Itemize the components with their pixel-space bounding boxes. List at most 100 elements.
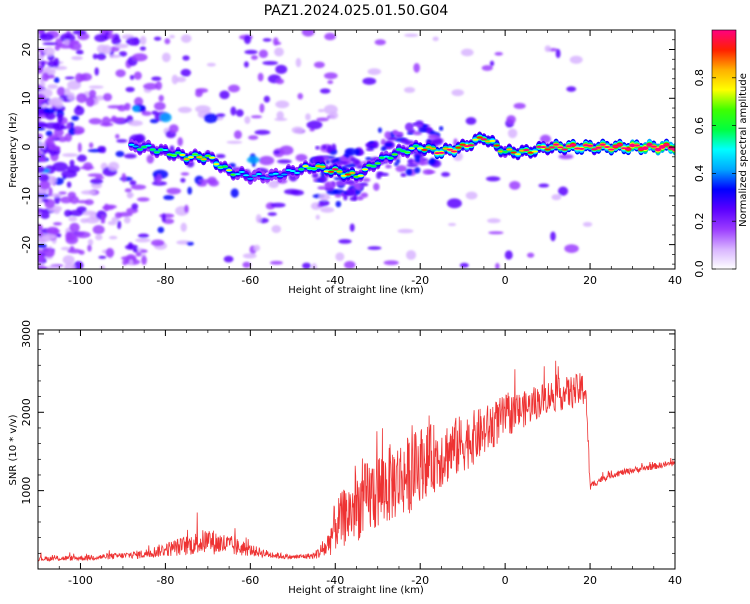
heatmap-cell [107, 33, 115, 40]
heatmap-cell [135, 238, 151, 243]
heatmap-cell [80, 218, 89, 224]
heatmap-cell [105, 247, 115, 258]
heatmap-cell [161, 52, 171, 63]
heatmap-cell [137, 233, 150, 239]
heatmap-cell [153, 101, 166, 111]
ridge-cell [391, 153, 398, 156]
ridge-cell [374, 162, 381, 165]
heatmap-cell [198, 179, 213, 184]
heatmap-cell [374, 39, 386, 46]
heatmap-cell [115, 134, 120, 139]
heatmap-cell [129, 74, 135, 80]
heatmap-cell [68, 216, 78, 222]
heatmap-cell [58, 191, 67, 195]
heatmap-cell [417, 124, 424, 128]
heatmap-cell [77, 142, 82, 153]
ridge-cell [149, 148, 156, 151]
heatmap-cell [48, 187, 53, 197]
ridge-cell [455, 146, 462, 149]
heatmap-cell [335, 200, 342, 208]
heatmap-cell [315, 214, 320, 220]
heatmap-cell [168, 124, 179, 134]
ridge-cell [412, 144, 420, 147]
heatmap-cell [128, 120, 143, 127]
x-tick-label: 20 [583, 274, 597, 287]
colorbar-label: Normalized spectral amplitude [738, 73, 749, 227]
heatmap-cell [135, 251, 142, 257]
heatmap-cell [414, 166, 421, 174]
heatmap-cell [228, 84, 240, 93]
heatmap-y-axis-label: Frequency (Hz) [8, 112, 19, 188]
heatmap-cell [506, 115, 516, 125]
heatmap-cell [246, 156, 261, 164]
heatmap-cell [61, 170, 77, 178]
ridge-cell [476, 136, 483, 139]
heatmap-cell [140, 249, 148, 253]
heatmap-cell [60, 246, 71, 251]
heatmap-cell [418, 128, 428, 133]
ridge-cell [319, 165, 326, 168]
ridge-cell [170, 154, 178, 157]
heatmap-cell [412, 122, 417, 127]
ridge-cell [370, 165, 377, 168]
ridge-cell [187, 156, 195, 159]
heatmap-cell [317, 186, 327, 190]
heatmap-cell [69, 196, 80, 204]
heatmap-cell [413, 62, 420, 73]
ridge-cell [438, 151, 445, 154]
heatmap-cell [53, 57, 60, 68]
ridge-cell [442, 147, 449, 150]
ridge-cell [395, 148, 403, 151]
ridge-cell [132, 145, 139, 148]
ridge-cell [425, 146, 432, 149]
heatmap-cell [56, 233, 62, 238]
heatmap-cell [166, 187, 182, 195]
heatmap-cell [481, 65, 493, 71]
ridge-cell [608, 148, 615, 151]
heatmap-cell [216, 113, 226, 118]
heatmap-cell [495, 262, 500, 269]
heatmap-cell [43, 247, 55, 258]
ridge-cell [264, 177, 271, 180]
heatmap-cell [235, 109, 244, 117]
heatmap-cell [242, 261, 251, 268]
ridge-cell [557, 146, 564, 149]
heatmap-cell [253, 244, 261, 252]
snr-plot-area [38, 360, 675, 563]
heatmap-cell [324, 32, 336, 41]
heatmap-cell [459, 262, 469, 268]
heatmap-cell [53, 222, 62, 226]
heatmap-cell [274, 47, 284, 57]
heatmap-cell [53, 77, 60, 84]
ridge-cell [612, 145, 619, 148]
ridge-cell [472, 138, 479, 141]
heatmap-cell [38, 180, 51, 190]
heatmap-cell [275, 100, 290, 109]
heatmap-cell [88, 142, 94, 149]
heatmap-cell [404, 122, 414, 131]
snr-panel: -100 -80 -60 -40 -20 0 20 40 1000 2000 3000 Height… [8, 320, 682, 596]
ridge-cell [514, 153, 522, 156]
heatmap-cell [96, 52, 107, 61]
heatmap-cell [153, 36, 162, 41]
heatmap-cell [69, 159, 75, 167]
heatmap-cell [99, 265, 106, 269]
heatmap-cell [427, 133, 440, 140]
heatmap-cell [538, 183, 550, 188]
ridge-cell [599, 143, 607, 146]
heatmap-cell [87, 238, 94, 246]
heatmap-cell [53, 128, 64, 137]
heatmap-cell [64, 76, 75, 80]
ridge-cell [523, 149, 530, 151]
ridge-cell [595, 146, 602, 149]
ridge-cell [204, 154, 212, 157]
heatmap-cell [157, 226, 165, 234]
heatmap-cell [276, 111, 284, 120]
heatmap-cell [85, 96, 95, 107]
ridge-cell [336, 170, 343, 173]
ridge-cell [191, 153, 199, 156]
x-tick-label: -60 [241, 274, 259, 287]
heatmap-cell [88, 85, 104, 89]
heatmap-cell [115, 69, 126, 78]
heatmap-cell [64, 209, 72, 217]
